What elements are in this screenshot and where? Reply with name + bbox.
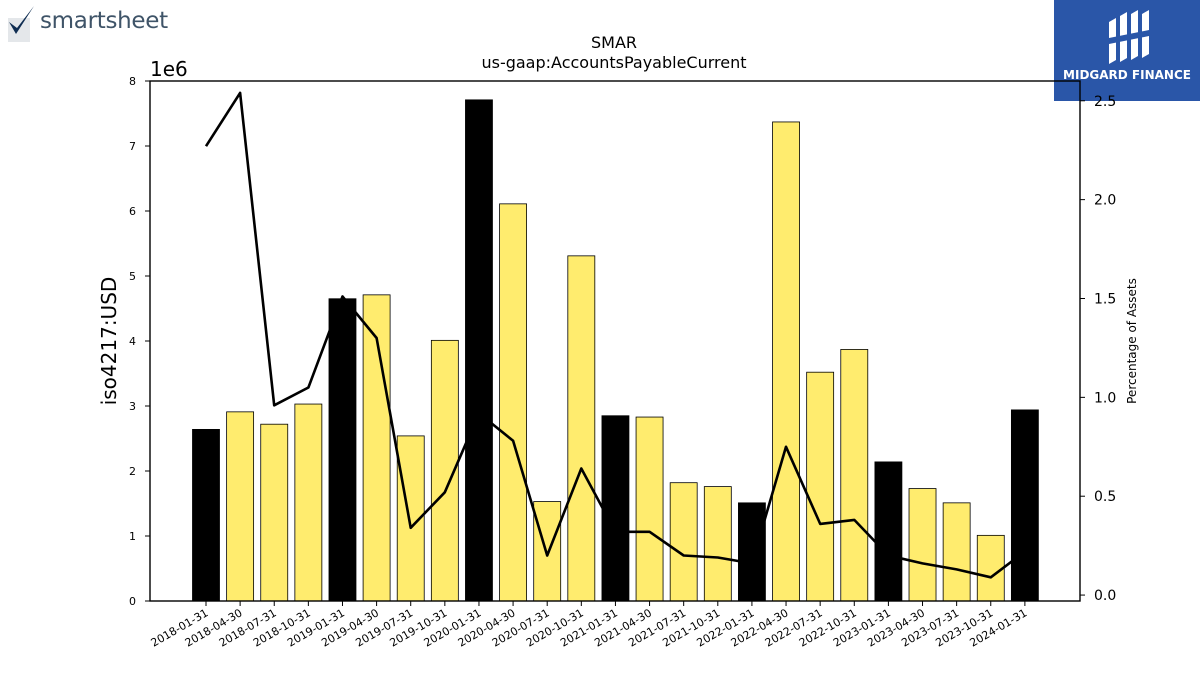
y-tick-label: 0: [129, 595, 136, 608]
chart-subtitle: us-gaap:AccountsPayableCurrent: [481, 53, 746, 72]
bar-2020-07-31: [533, 501, 562, 602]
y-tick-label: 8: [129, 75, 136, 88]
bar-2021-01-31: [601, 415, 630, 602]
checkmark-logo-icon: [8, 6, 34, 42]
midgard-finance-logo: MIDGARD FINANCE: [1054, 0, 1200, 101]
bar-2023-07-31: [942, 502, 971, 602]
midgard-brand-text: MIDGARD FINANCE: [1063, 68, 1191, 82]
y-tick-label: 6: [129, 205, 136, 218]
bar-2021-07-31: [669, 482, 698, 602]
bar-2023-01-31: [874, 461, 903, 602]
bar-2021-10-31: [703, 486, 732, 602]
percentage-of-assets-line: [204, 91, 1026, 579]
bar-2024-01-31: [1010, 409, 1039, 602]
bar-2019-01-31: [328, 298, 357, 602]
chart-title: SMAR: [591, 33, 637, 52]
y2-tick-label: 2.0: [1094, 193, 1116, 209]
bar-2020-01-31: [465, 99, 493, 602]
y-tick-label: 3: [129, 400, 136, 413]
bar-2018-01-31: [192, 428, 220, 602]
y2-tick-label: 0.0: [1094, 588, 1116, 604]
y2-tick-label: 1.5: [1094, 291, 1116, 307]
bar-2022-07-31: [806, 371, 835, 602]
y-tick-label: 2: [129, 465, 136, 478]
bar-2018-04-30: [226, 411, 255, 602]
bar-2018-10-31: [294, 403, 323, 602]
y2-tick-label: 2.5: [1094, 94, 1116, 110]
bar-2022-10-31: [840, 349, 869, 602]
midgard-emblem-icon: [1109, 10, 1149, 64]
right-axis-label: Percentage of Assets: [1125, 278, 1139, 404]
bar-2018-07-31: [260, 423, 289, 602]
bar-2023-10-31: [976, 534, 1005, 602]
bar-2022-04-30: [772, 121, 800, 602]
bar-2023-04-30: [908, 488, 937, 602]
bar-2020-04-30: [499, 203, 527, 602]
y-tick-label: 1: [129, 530, 136, 543]
y-tick-label: 7: [129, 140, 136, 153]
smartsheet-wordmark: smartsheet: [40, 8, 168, 34]
y-tick-label: 4: [129, 335, 136, 348]
y2-tick-label: 1.0: [1094, 390, 1116, 406]
smartsheet-logo: smartsheet: [6, 4, 186, 44]
bar-2020-10-31: [567, 255, 596, 602]
bar-2021-04-30: [635, 416, 664, 602]
bar-2022-01-31: [738, 502, 766, 602]
y-axis-scale-label: 1e6: [150, 57, 188, 81]
y2-tick-label: 0.5: [1094, 489, 1116, 505]
y-axis-label: iso4217:USD: [97, 277, 121, 406]
y-tick-label: 5: [129, 270, 136, 283]
